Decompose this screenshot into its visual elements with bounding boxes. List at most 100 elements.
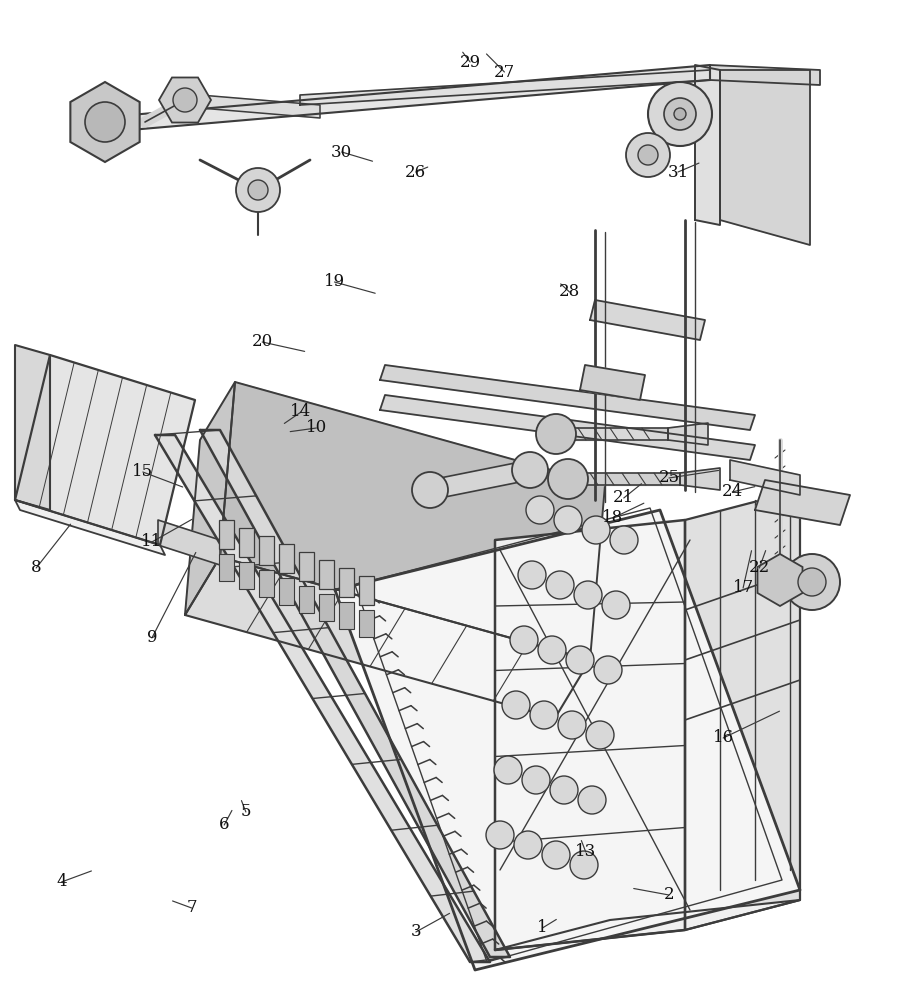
Polygon shape [495, 900, 799, 950]
Circle shape [582, 516, 610, 544]
FancyBboxPatch shape [239, 528, 255, 556]
Text: 1: 1 [536, 919, 547, 936]
Text: 19: 19 [323, 273, 345, 290]
Polygon shape [15, 355, 195, 545]
Text: 30: 30 [330, 144, 352, 161]
Text: 29: 29 [459, 54, 480, 71]
Circle shape [674, 108, 685, 120]
Circle shape [545, 571, 573, 599]
Text: 3: 3 [410, 923, 421, 940]
Text: 21: 21 [612, 489, 634, 506]
Text: 11: 11 [141, 534, 163, 550]
FancyBboxPatch shape [319, 593, 334, 620]
Circle shape [509, 626, 537, 654]
FancyBboxPatch shape [319, 560, 334, 588]
FancyBboxPatch shape [219, 520, 234, 548]
Circle shape [172, 88, 197, 112]
Text: 10: 10 [305, 420, 327, 436]
Circle shape [601, 591, 629, 619]
Polygon shape [430, 460, 529, 500]
Circle shape [529, 701, 557, 729]
Polygon shape [379, 395, 754, 460]
Circle shape [236, 168, 280, 212]
Text: 9: 9 [146, 630, 157, 646]
Circle shape [514, 831, 542, 859]
Circle shape [493, 756, 521, 784]
FancyBboxPatch shape [259, 536, 275, 564]
Circle shape [585, 721, 613, 749]
Circle shape [535, 414, 575, 454]
Circle shape [554, 506, 582, 534]
Circle shape [547, 459, 587, 499]
Polygon shape [300, 70, 709, 105]
Circle shape [647, 82, 712, 146]
Polygon shape [667, 423, 707, 445]
Polygon shape [335, 510, 799, 970]
Polygon shape [200, 95, 320, 118]
Polygon shape [570, 473, 679, 485]
FancyBboxPatch shape [340, 568, 354, 596]
FancyBboxPatch shape [259, 570, 275, 596]
Text: 13: 13 [574, 843, 596, 860]
Circle shape [573, 581, 601, 609]
Text: 20: 20 [251, 334, 273, 351]
Text: 28: 28 [558, 284, 580, 300]
Text: 16: 16 [712, 729, 733, 746]
Polygon shape [154, 435, 489, 962]
Polygon shape [219, 382, 604, 660]
Polygon shape [730, 460, 799, 495]
Polygon shape [557, 428, 667, 440]
Circle shape [511, 452, 547, 488]
Text: 26: 26 [405, 164, 426, 181]
Circle shape [577, 786, 605, 814]
Text: 2: 2 [663, 886, 674, 904]
Text: 25: 25 [657, 470, 679, 487]
Circle shape [638, 145, 657, 165]
FancyBboxPatch shape [279, 578, 294, 604]
Circle shape [625, 133, 669, 177]
Text: 17: 17 [731, 580, 753, 596]
Circle shape [797, 568, 825, 596]
Circle shape [526, 496, 554, 524]
Circle shape [247, 180, 267, 200]
Circle shape [517, 561, 545, 589]
Polygon shape [590, 300, 704, 340]
Circle shape [537, 636, 565, 664]
Circle shape [412, 472, 448, 508]
Circle shape [521, 766, 549, 794]
Polygon shape [580, 365, 644, 400]
Polygon shape [185, 557, 590, 718]
Circle shape [593, 656, 621, 684]
Text: 8: 8 [31, 560, 42, 576]
FancyBboxPatch shape [359, 576, 374, 604]
Polygon shape [200, 430, 509, 957]
Circle shape [664, 98, 695, 130]
Polygon shape [15, 345, 50, 510]
FancyBboxPatch shape [340, 601, 354, 628]
Circle shape [570, 851, 598, 879]
Polygon shape [185, 382, 235, 615]
Polygon shape [709, 65, 819, 85]
Polygon shape [694, 65, 719, 225]
Text: 27: 27 [493, 64, 515, 81]
Text: 15: 15 [132, 464, 154, 481]
Polygon shape [379, 365, 754, 430]
Polygon shape [158, 520, 219, 565]
Circle shape [542, 841, 570, 869]
Circle shape [610, 526, 638, 554]
Polygon shape [159, 77, 210, 123]
FancyBboxPatch shape [299, 552, 314, 580]
Text: 18: 18 [601, 510, 623, 526]
Polygon shape [757, 554, 802, 606]
FancyBboxPatch shape [359, 609, 374, 636]
Polygon shape [679, 468, 719, 490]
Circle shape [549, 776, 577, 804]
Text: 6: 6 [219, 816, 229, 833]
Polygon shape [684, 490, 799, 930]
Polygon shape [130, 65, 709, 130]
FancyBboxPatch shape [279, 544, 294, 572]
Circle shape [557, 711, 585, 739]
Polygon shape [70, 82, 139, 162]
Text: 5: 5 [240, 803, 251, 820]
Polygon shape [15, 500, 165, 555]
